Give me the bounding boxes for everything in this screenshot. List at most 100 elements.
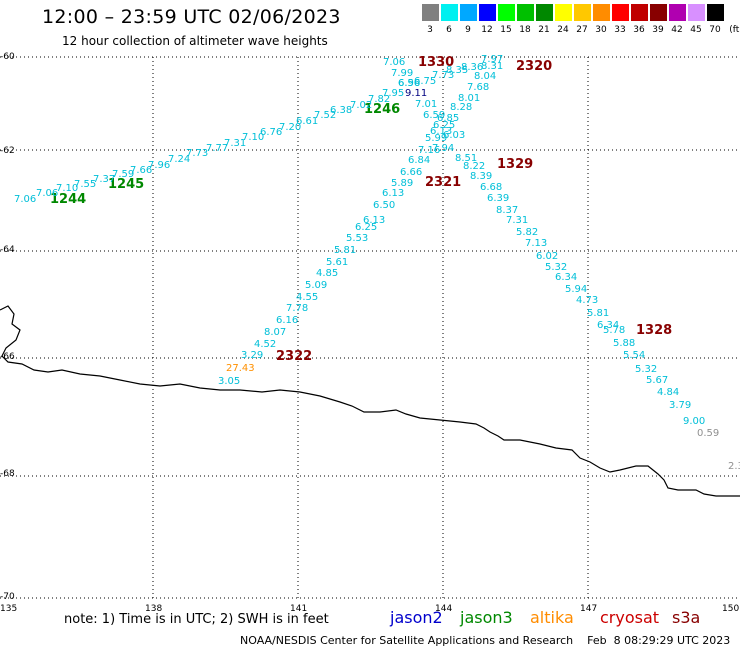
- lat-label: -60: [0, 52, 15, 62]
- lat-label: -70: [0, 592, 15, 602]
- lat-label: -62: [0, 146, 15, 156]
- swh-value: 7.24: [168, 154, 190, 165]
- swh-value: 5.88: [613, 338, 635, 349]
- swh-value: 6.66: [400, 167, 422, 178]
- legend-label: 36: [633, 25, 645, 35]
- legend-swatch: [536, 4, 553, 21]
- swh-value: 5.82: [516, 227, 538, 238]
- swh-value: 3.05: [218, 376, 240, 387]
- swh-value: 6.34: [597, 320, 619, 331]
- swh-value: 27.43: [226, 363, 255, 374]
- legend-swatch: [555, 4, 572, 21]
- swh-value: 2.3: [728, 461, 740, 472]
- page-subtitle: 12 hour collection of altimeter wave hei…: [62, 34, 328, 48]
- swh-value: 8.36: [461, 62, 483, 73]
- swh-value: 8.28: [450, 102, 472, 113]
- legend-label: 30: [595, 25, 607, 35]
- swh-value: 6.39: [487, 193, 509, 204]
- legend-swatch: [688, 4, 705, 21]
- legend-label: 39: [652, 25, 664, 35]
- legend-label: 15: [500, 25, 512, 35]
- legend-swatch: [574, 4, 591, 21]
- swh-value: 7.37: [93, 174, 115, 185]
- graticule-grid: [0, 56, 740, 599]
- swh-value: 6.25: [355, 222, 377, 233]
- legend-label: 27: [576, 25, 588, 35]
- swh-value: 7.55: [74, 179, 96, 190]
- swh-value: 4.84: [657, 387, 679, 398]
- lat-label: -68: [0, 469, 15, 479]
- legend-label: 24: [557, 25, 569, 35]
- lat-label: -66: [0, 352, 15, 362]
- swh-value: 6.85: [437, 113, 459, 124]
- swh-value: 4.52: [254, 339, 276, 350]
- legend-swatch: [460, 4, 477, 21]
- swh-value: 8.04: [474, 71, 496, 82]
- swh-value: 5.89: [391, 178, 413, 189]
- swh-value: 5.99: [425, 133, 447, 144]
- swh-value: 6.13: [363, 215, 385, 226]
- pass-time-label: 1330: [418, 55, 454, 70]
- swh-value: 5.53: [346, 233, 368, 244]
- swh-value: 7.68: [467, 82, 489, 93]
- swh-value: 7.06: [383, 57, 405, 68]
- legend-swatch: [593, 4, 610, 21]
- pass-time-label: 1329: [497, 157, 533, 172]
- pass-time-label: 2322: [276, 349, 312, 364]
- swh-value: 5.54: [623, 350, 645, 361]
- swh-value: 4.85: [316, 268, 338, 279]
- swh-value: 7.31: [224, 138, 246, 149]
- swh-value: 6.13: [430, 126, 452, 137]
- swh-value: 3.29: [241, 350, 263, 361]
- pass-time-label: 1246: [364, 102, 400, 117]
- swh-value: 8.01: [458, 93, 480, 104]
- swh-value: 7.16: [418, 145, 440, 156]
- legend-label: 42: [671, 25, 683, 35]
- lon-label: 141: [290, 604, 308, 614]
- sat-jason3: jason3: [460, 608, 513, 627]
- pass-time-label: 1328: [636, 323, 672, 338]
- swh-value: 8.35: [446, 65, 468, 76]
- swh-value: 8.39: [470, 171, 492, 182]
- legend-swatch: [707, 4, 724, 21]
- lon-label: 147: [580, 604, 598, 614]
- swh-value: 5.61: [326, 257, 348, 268]
- sat-cryosat: cryosat: [600, 608, 660, 627]
- credit-line: NOAA/NESDIS Center for Satellite Applica…: [240, 634, 731, 647]
- swh-value: 7.10: [56, 183, 78, 194]
- swh-value: 7.66: [130, 165, 152, 176]
- swh-value: 6.96: [398, 78, 420, 89]
- swh-value: 7.73: [186, 148, 208, 159]
- swh-value: 5.78: [603, 325, 625, 336]
- swh-value: 6.68: [480, 182, 502, 193]
- swh-value: 7.77: [206, 143, 228, 154]
- swh-value: 5.32: [545, 262, 567, 273]
- swh-value: 7.06: [14, 194, 36, 205]
- swh-value: 6.38: [330, 105, 352, 116]
- swh-value: 6.34: [555, 272, 577, 283]
- legend-label: 6: [446, 25, 452, 35]
- legend-swatch: [498, 4, 515, 21]
- swh-value: 7.73: [432, 70, 454, 81]
- legend-swatch: [441, 4, 458, 21]
- legend-label: 9: [465, 25, 471, 35]
- legend-unit: (ft): [729, 25, 740, 35]
- lon-label: 138: [145, 604, 163, 614]
- swh-value: 5.32: [635, 364, 657, 375]
- pass-time-label: 1245: [108, 177, 144, 192]
- swh-value: 6.02: [536, 251, 558, 262]
- legend-label: 70: [709, 25, 721, 35]
- swh-value: 8.51: [455, 153, 477, 164]
- legend-label: 12: [481, 25, 493, 35]
- swh-value: 6.76: [260, 127, 282, 138]
- swh-value: 7.82: [368, 94, 390, 105]
- legend-swatch: [422, 4, 439, 21]
- swh-value: 7.20: [279, 122, 301, 133]
- swh-value: 5.81: [334, 245, 356, 256]
- swh-value: 7.10: [242, 132, 264, 143]
- lon-label: 144: [435, 604, 453, 614]
- swh-value: 7.13: [525, 238, 547, 249]
- sat-s3a: s3a: [672, 608, 701, 627]
- legend-swatch: [631, 4, 648, 21]
